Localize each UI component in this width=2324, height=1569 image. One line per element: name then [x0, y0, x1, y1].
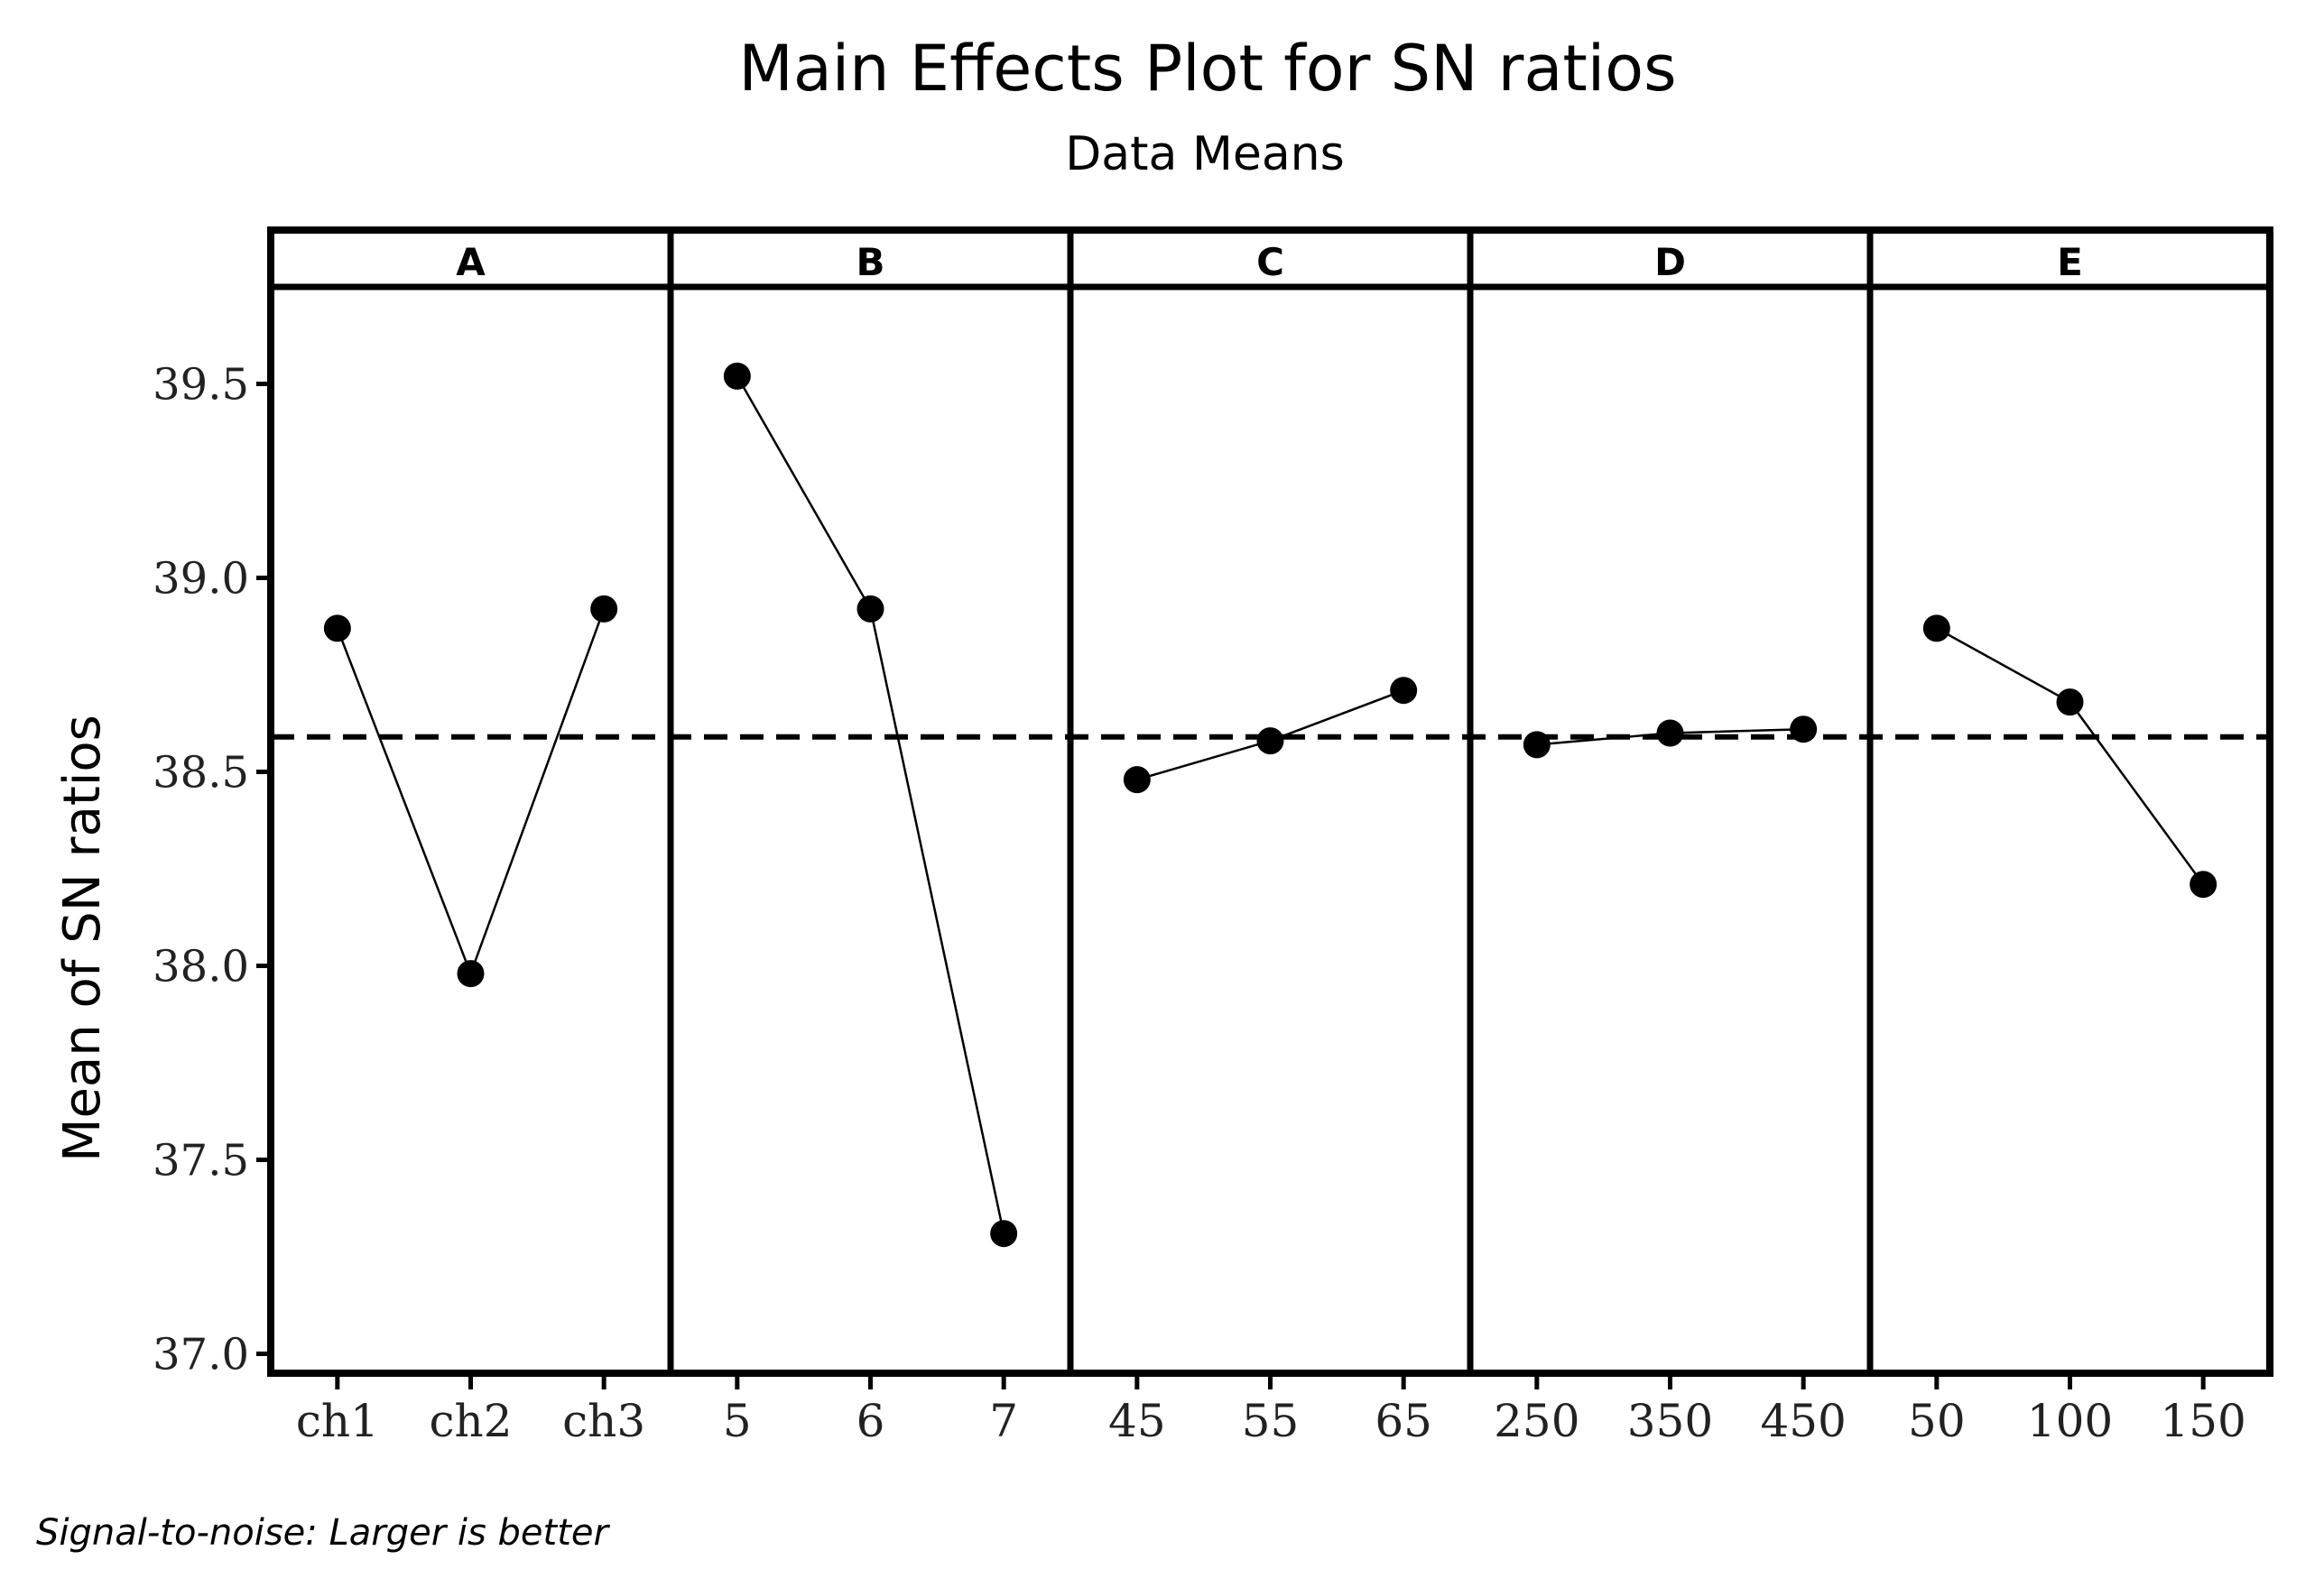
- data-point-A-ch2: [457, 960, 485, 988]
- x-tick-label: ch3: [562, 1395, 645, 1447]
- y-tick-label: 37.5: [153, 1136, 249, 1186]
- data-point-A-ch1: [323, 614, 351, 642]
- x-tick-label: 45: [1108, 1395, 1166, 1447]
- x-tick-label: 7: [989, 1395, 1018, 1447]
- y-tick-label: 37.0: [153, 1330, 249, 1380]
- data-point-C-45: [1123, 766, 1151, 794]
- data-point-E-50: [1922, 614, 1950, 642]
- x-tick-label: 100: [2027, 1395, 2113, 1447]
- series-line-A: [336, 608, 606, 977]
- data-point-B-5: [723, 362, 751, 390]
- x-tick-label: 55: [1242, 1395, 1300, 1447]
- y-tick-label: 39.5: [153, 360, 249, 411]
- x-tick-label: 250: [1494, 1395, 1579, 1447]
- data-point-D-250: [1523, 731, 1551, 759]
- y-axis-label: Mean of SN ratios: [53, 715, 112, 1162]
- x-tick-label: 150: [2160, 1395, 2245, 1447]
- data-point-B-6: [856, 595, 884, 623]
- panel-label-A: A: [456, 240, 486, 284]
- x-tick-label: 50: [1908, 1395, 1966, 1447]
- x-tick-label: 350: [1627, 1395, 1713, 1447]
- chart-title: Main Effects Plot for SN ratios: [738, 32, 1676, 106]
- y-tick-label: 38.0: [153, 942, 249, 992]
- y-tick-label: 39.0: [153, 554, 249, 605]
- panel-label-E: E: [2057, 240, 2083, 284]
- footnote: Signal-to-noise: Larger is better: [36, 1512, 611, 1554]
- panel-label-D: D: [1654, 240, 1686, 284]
- data-point-D-350: [1656, 719, 1684, 747]
- x-tick-label: ch1: [296, 1395, 379, 1447]
- x-tick-label: 65: [1375, 1395, 1432, 1447]
- x-tick-label: 5: [723, 1395, 752, 1447]
- chart-subtitle: Data Means: [1065, 127, 1344, 181]
- panel-label-C: C: [1256, 240, 1284, 284]
- series-line-B: [736, 375, 1005, 1234]
- data-point-E-100: [2056, 688, 2084, 716]
- panel-label-B: B: [856, 240, 884, 284]
- plot-frame: [267, 226, 2273, 1377]
- data-point-C-65: [1390, 677, 1418, 705]
- x-tick-label: 6: [856, 1395, 885, 1447]
- data-point-E-150: [2190, 871, 2218, 899]
- y-tick-label: 38.5: [153, 748, 249, 798]
- data-point-C-55: [1256, 727, 1284, 755]
- x-tick-label: 450: [1760, 1395, 1846, 1447]
- series-line-E: [1936, 627, 2205, 885]
- data-point-B-7: [990, 1220, 1018, 1248]
- data-point-A-ch3: [590, 595, 618, 623]
- x-tick-label: ch2: [429, 1395, 512, 1447]
- data-point-D-450: [1790, 715, 1818, 743]
